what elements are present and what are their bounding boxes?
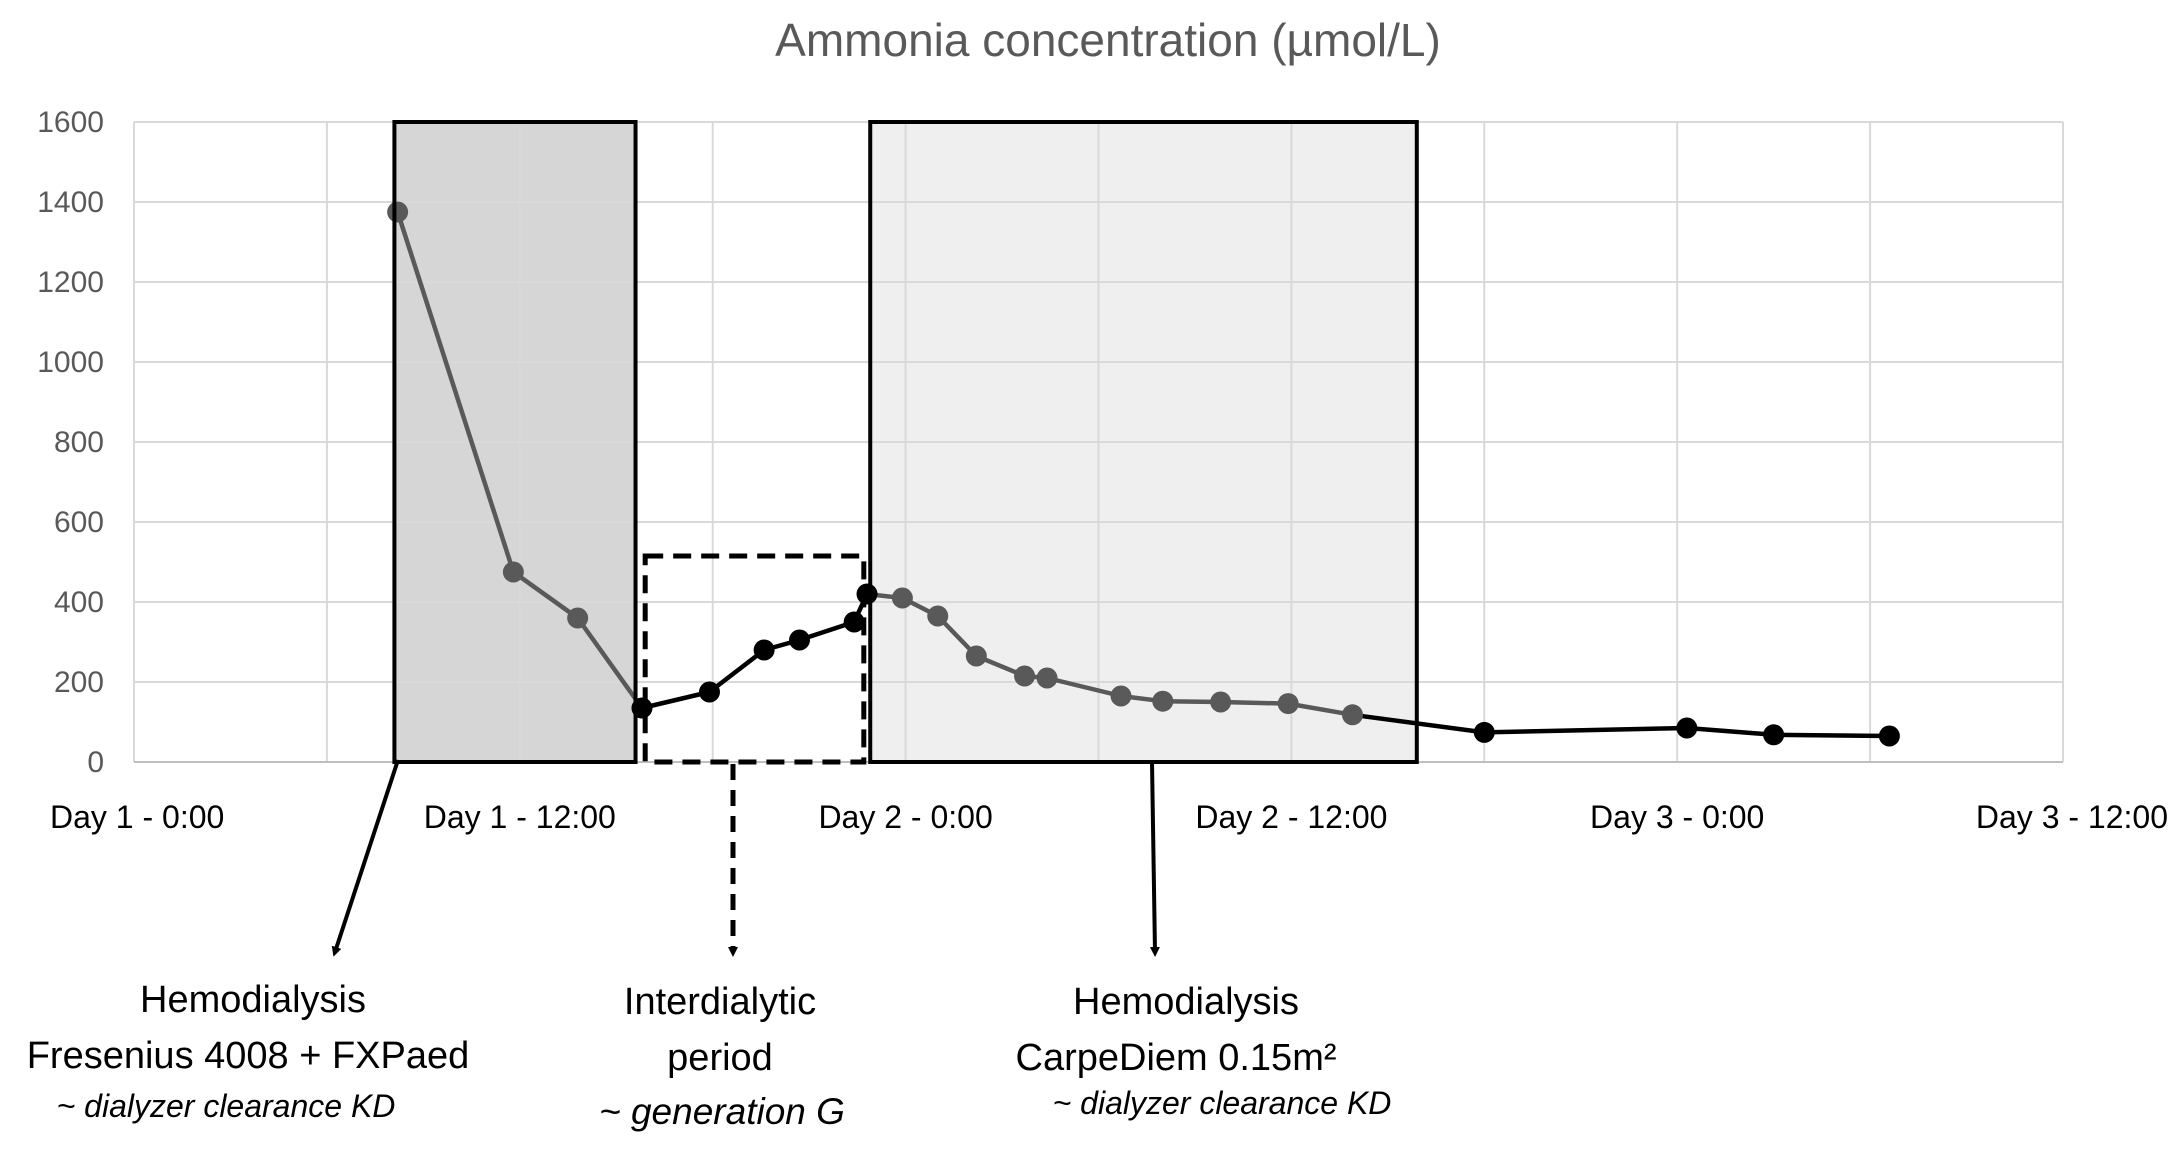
data-point-4 bbox=[698, 681, 720, 703]
x-tick-label-4: Day 3 - 0:00 bbox=[1590, 799, 1764, 835]
y-tick-label-400: 400 bbox=[54, 586, 104, 619]
data-point-18 bbox=[1341, 704, 1363, 726]
data-point-15 bbox=[1152, 690, 1174, 712]
data-point-13 bbox=[1036, 667, 1058, 689]
data-point-14 bbox=[1110, 685, 1132, 707]
inter-line2: period bbox=[667, 1037, 773, 1079]
x-tick-label-2: Day 2 - 0:00 bbox=[818, 799, 992, 835]
hd2-sub: ~ dialyzer clearance KD bbox=[1053, 1085, 1392, 1121]
data-point-6 bbox=[789, 629, 811, 651]
hd1-line2: Fresenius 4008 + FXPaed bbox=[27, 1035, 470, 1077]
inter-line1: Interdialytic bbox=[624, 981, 816, 1023]
chart-title: Ammonia concentration (µmol/L) bbox=[775, 14, 1441, 66]
y-tick-label-200: 200 bbox=[54, 666, 104, 699]
data-point-12 bbox=[1014, 665, 1036, 687]
series-segment-4 bbox=[707, 647, 767, 695]
data-point-11 bbox=[965, 645, 987, 667]
data-point-0 bbox=[387, 201, 409, 223]
y-tick-label-0: 0 bbox=[87, 746, 104, 779]
y-tick-label-1600: 1600 bbox=[37, 106, 104, 139]
data-point-2 bbox=[567, 607, 589, 629]
y-tick-label-1000: 1000 bbox=[37, 346, 104, 379]
data-point-1 bbox=[502, 561, 524, 583]
series-segment-17 bbox=[1285, 701, 1355, 718]
series-segment-1 bbox=[511, 569, 580, 621]
y-tick-label-1200: 1200 bbox=[37, 266, 104, 299]
data-point-22 bbox=[1878, 725, 1900, 747]
series-segment-19 bbox=[1482, 725, 1690, 735]
interdialytic-box bbox=[642, 553, 867, 765]
y-tick-label-800: 800 bbox=[54, 426, 104, 459]
data-point-20 bbox=[1676, 717, 1698, 739]
hd1-line1: Hemodialysis bbox=[140, 979, 366, 1021]
hemodialysis-2-arrow bbox=[1149, 761, 1160, 957]
data-point-8 bbox=[856, 583, 878, 605]
series-segment-3 bbox=[639, 689, 712, 711]
data-point-17 bbox=[1277, 693, 1299, 715]
series-segment-16 bbox=[1218, 699, 1291, 706]
hd2-line2: CarpeDiem 0.15m² bbox=[1016, 1037, 1337, 1079]
x-tick-label-0: Day 1 - 0:00 bbox=[50, 799, 224, 835]
data-point-19 bbox=[1473, 721, 1495, 743]
series-segment-2 bbox=[575, 615, 645, 711]
x-tick-label-1: Day 1 - 12:00 bbox=[424, 799, 616, 835]
series-segment-13 bbox=[1044, 675, 1124, 699]
y-tick-label-600: 600 bbox=[54, 506, 104, 539]
annotation-hemodialysis-2: Hemodialysis CarpeDiem 0.15m² ~ dialyzer… bbox=[1016, 981, 1392, 1121]
hemodialysis-2-box bbox=[868, 120, 1419, 764]
x-tick-label-3: Day 2 - 12:00 bbox=[1195, 799, 1387, 835]
series-segment-20 bbox=[1684, 725, 1776, 738]
data-point-9 bbox=[891, 587, 913, 609]
series-segment-0 bbox=[395, 209, 516, 575]
inter-sub: ~ generation G bbox=[599, 1091, 845, 1132]
data-point-5 bbox=[753, 639, 775, 661]
x-tick-label-5: Day 3 - 12:00 bbox=[1976, 799, 2168, 835]
annotation-interdialytic: Interdialytic period ~ generation G bbox=[599, 981, 845, 1132]
y-tick-label-1400: 1400 bbox=[37, 186, 104, 219]
series-segment-21 bbox=[1771, 732, 1892, 739]
data-point-16 bbox=[1210, 691, 1232, 713]
hemodialysis-1-arrow bbox=[331, 759, 400, 957]
data-point-10 bbox=[927, 605, 949, 627]
annotation-hemodialysis-1: Hemodialysis Fresenius 4008 + FXPaed ~ d… bbox=[27, 979, 470, 1124]
hemodialysis-1-box bbox=[392, 120, 638, 764]
hd1-sub: ~ dialyzer clearance KD bbox=[57, 1088, 396, 1124]
data-point-21 bbox=[1763, 724, 1785, 746]
hd2-line1: Hemodialysis bbox=[1073, 981, 1299, 1023]
data-point-7 bbox=[843, 611, 865, 633]
